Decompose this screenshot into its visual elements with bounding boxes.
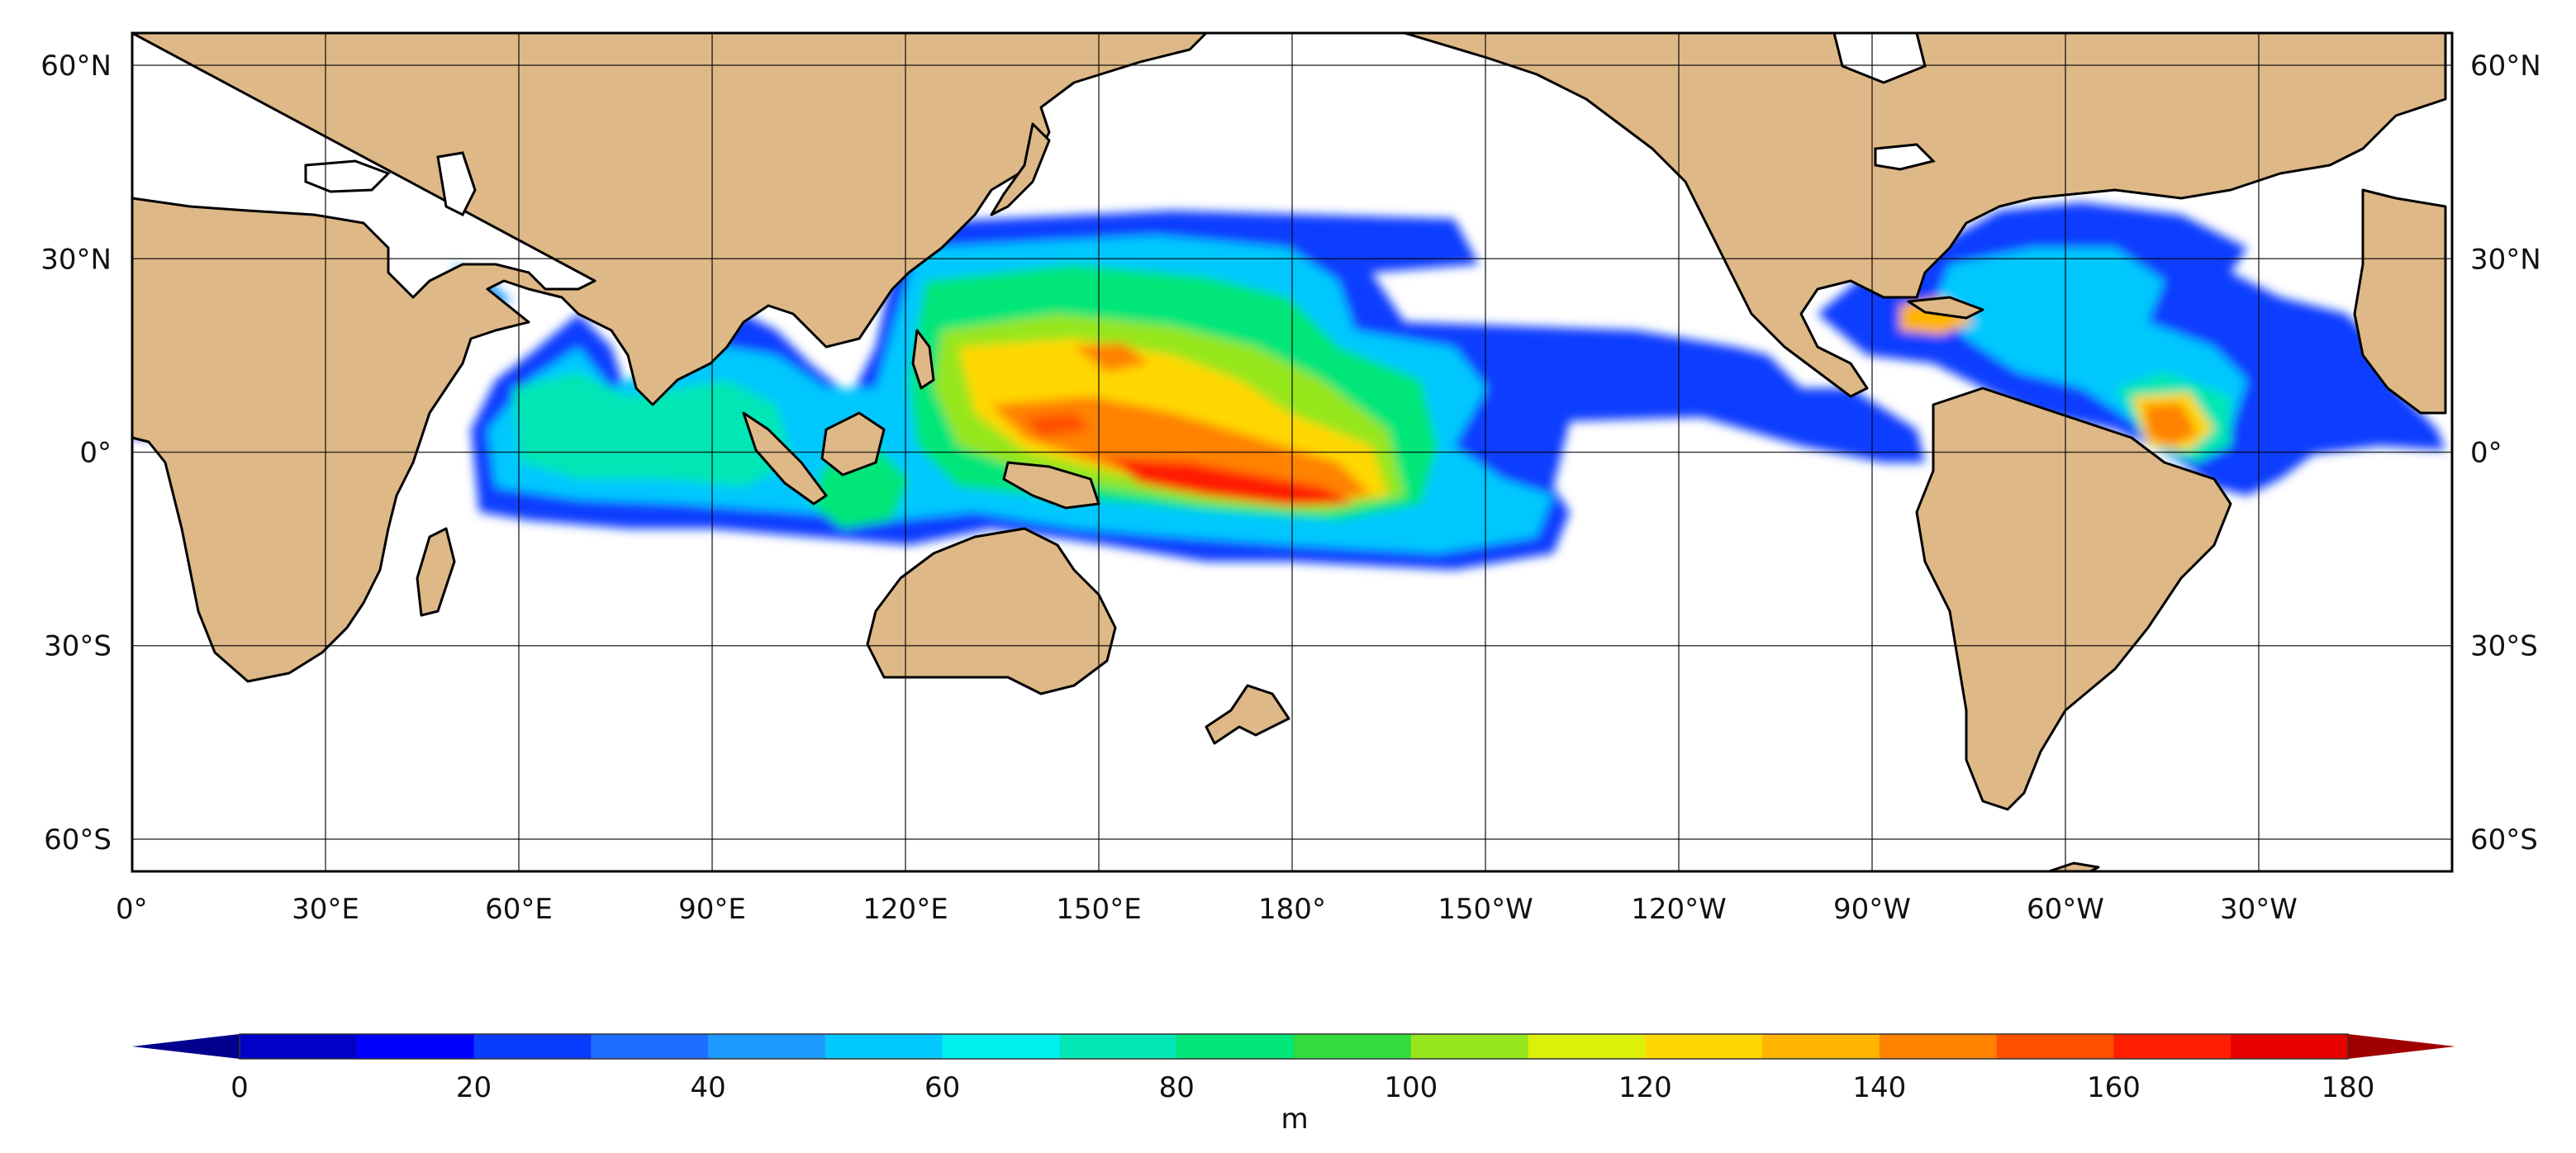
land-north-america (1403, 33, 2447, 398)
field-region-red (1107, 458, 1355, 505)
colorbar-segment (2113, 1034, 2231, 1059)
land-japan (990, 122, 1051, 216)
lon-tick-label: 60°W (2027, 893, 2104, 926)
land-new-guinea (1002, 461, 1100, 510)
lat-tick-label-left: 30°N (40, 243, 112, 276)
colorbar-tick-label: 180 (2322, 1071, 2375, 1104)
colorbar-tick-label: 160 (2087, 1071, 2141, 1104)
lon-labels-bottom: 0° 30°E 60°E 90°E 120°E 150°E 180° 150°W 120°W 90… (116, 893, 2298, 926)
lat-tick-label-left: 0° (79, 437, 112, 470)
lat-labels-left: 60°N 30°N 0° 30°S 60°S (40, 50, 112, 856)
colorbar-segment (2231, 1034, 2349, 1059)
lat-tick-label-right: 0° (2470, 437, 2502, 470)
colorbar-segment (1879, 1034, 1998, 1059)
colorbar-segment (825, 1034, 943, 1059)
lon-tick-label: 90°E (678, 893, 746, 926)
data-field (132, 202, 2445, 570)
gridlines (132, 33, 2452, 871)
colorbar-units-label: m (1281, 1103, 1308, 1136)
colorbar-tick-label: 60 (924, 1071, 960, 1104)
colorbar: 0 20 40 60 80 100 120 140 160 180 m (132, 1033, 2455, 1136)
colorbar-ticks: 0 20 40 60 80 100 120 140 160 180 (231, 1071, 2374, 1104)
field-region-orange-atlantic (2144, 403, 2198, 446)
land-australia (866, 527, 1117, 695)
colorbar-tick-label: 0 (231, 1071, 249, 1104)
lon-tick-label: 60°E (485, 893, 553, 926)
lat-tick-label-right: 60°S (2470, 823, 2538, 856)
colorbar-segment (1528, 1034, 1646, 1059)
lat-tick-label-right: 60°N (2470, 50, 2541, 83)
colorbar-tick-label: 100 (1384, 1071, 1438, 1104)
lon-tick-label: 0° (116, 893, 148, 926)
colorbar-segment (942, 1034, 1061, 1059)
field-region-red-2 (1024, 413, 1091, 438)
land-philippines (911, 329, 935, 390)
land-eurasia-africa (132, 33, 1208, 683)
lat-tick-label-left: 60°N (40, 50, 112, 83)
lat-tick-label-left: 30°S (44, 630, 112, 663)
lake-black-sea (304, 159, 391, 193)
lat-tick-label-right: 30°N (2470, 243, 2541, 276)
field-region-orange-north (1074, 343, 1148, 372)
colorbar-segment (1410, 1034, 1529, 1059)
lon-tick-label: 150°E (1056, 893, 1141, 926)
land-cuba (1907, 296, 1984, 320)
lat-tick-label-right: 30°S (2470, 630, 2538, 663)
colorbar-segment (1645, 1034, 1763, 1059)
colorbar-frame (239, 1033, 2349, 1060)
colorbar-segment (1762, 1034, 1880, 1059)
field-region-green-indian (512, 372, 793, 487)
lake-hudson-bay (1832, 33, 1927, 84)
colorbar-tick-label: 80 (1159, 1071, 1195, 1104)
lon-tick-label: 30°E (292, 893, 359, 926)
colorbar-segment (356, 1034, 475, 1059)
field-region-orange (991, 396, 1371, 500)
colorbar-tick-label: 40 (690, 1071, 725, 1104)
colorbar-segment (1294, 1034, 1412, 1059)
map-panel: 60°N 30°N 0° 30°S 60°S 60°N 30°N 0° 30°S 60°S 0°… (40, 31, 2541, 926)
colorbar-tick-label: 20 (456, 1071, 492, 1104)
lakes (304, 33, 1936, 217)
lake-caspian (436, 151, 477, 217)
land-new-zealand (1205, 684, 1290, 745)
colorbar-segment (473, 1034, 592, 1059)
lat-labels-right: 60°N 30°N 0° 30°S 60°S (2470, 50, 2541, 856)
map-frame (131, 31, 2454, 873)
lon-tick-label: 120°W (1631, 893, 1727, 926)
colorbar-segment (708, 1034, 826, 1059)
colorbar-segments (240, 1034, 2349, 1059)
colorbar-segment (240, 1034, 358, 1059)
lon-tick-label: 150°W (1438, 893, 1533, 926)
lon-tick-label: 180° (1258, 893, 1326, 926)
land-borneo (820, 411, 886, 477)
colorbar-tick-label: 140 (1852, 1071, 1906, 1104)
lake-great-lakes (1874, 143, 1936, 171)
land-sumatra (742, 411, 828, 505)
land-greenland-west-africa (2353, 188, 2447, 415)
colorbar-segment (1996, 1034, 2115, 1059)
colorbar-segment (591, 1034, 709, 1059)
lon-tick-label: 30°W (2220, 893, 2298, 926)
colorbar-extend-over (2348, 1034, 2455, 1059)
colorbar-segment (1059, 1034, 1177, 1059)
lat-tick-label-left: 60°S (44, 823, 112, 856)
colorbar-tick-label: 120 (1618, 1071, 1672, 1104)
colorbar-segment (1176, 1034, 1295, 1059)
lon-tick-label: 90°W (1833, 893, 1911, 926)
colorbar-extend-under (132, 1034, 240, 1059)
lon-tick-label: 120°E (863, 893, 948, 926)
land-masses (132, 33, 2447, 871)
land-madagascar (416, 527, 456, 617)
